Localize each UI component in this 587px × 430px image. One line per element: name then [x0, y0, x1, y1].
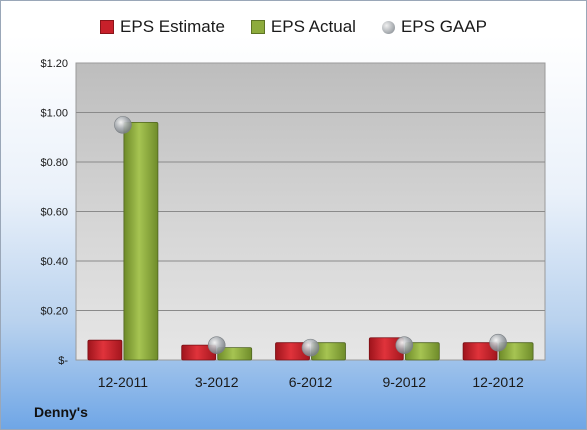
legend-item-actual: EPS Actual: [250, 17, 356, 37]
legend-swatch-estimate: [100, 20, 115, 34]
legend: EPS Estimate EPS Actual EPS GAAP: [1, 17, 586, 37]
gaap-marker: [301, 338, 320, 357]
y-tick-label: $1.00: [40, 108, 68, 120]
y-tick-label: $0.80: [40, 157, 68, 169]
legend-label-estimate: EPS Estimate: [120, 17, 225, 36]
y-tick-label: $1.20: [40, 58, 68, 70]
bar-estimate: [87, 339, 123, 361]
gaap-marker: [207, 336, 226, 354]
legend-swatch-actual: [250, 20, 265, 34]
y-tick-label: $0.60: [40, 207, 68, 219]
x-tick-label: 3-2012: [195, 374, 239, 390]
x-tick-label: 12-2012: [472, 374, 524, 390]
gaap-marker: [114, 116, 132, 134]
x-tick-label: 9-2012: [383, 374, 427, 390]
gaap-marker: [489, 333, 507, 352]
gaap-marker: [395, 336, 414, 354]
y-tick-label: $0.20: [40, 306, 68, 318]
legend-label-gaap: EPS GAAP: [400, 17, 487, 36]
legend-swatch-gaap: [381, 20, 395, 34]
company-name: Denny's: [34, 404, 88, 420]
y-tick-label: $-: [58, 355, 68, 367]
legend-label-actual: EPS Actual: [270, 17, 356, 36]
gaap-markers: [114, 116, 507, 357]
legend-item-gaap: EPS GAAP: [381, 17, 487, 37]
bar-actual: [123, 122, 159, 361]
x-tick-label: 6-2012: [289, 374, 333, 390]
legend-item-estimate: EPS Estimate: [100, 17, 225, 37]
y-axis: $- $0.20 $0.40 $0.60 $0.80 $1.00 $1.20: [40, 58, 68, 367]
y-tick-label: $0.40: [40, 256, 68, 268]
bars: [87, 122, 534, 361]
x-tick-label: 12-2011: [98, 374, 149, 390]
x-axis: 12-2011 3-2012 6-2012 9-2012 12-2012: [98, 374, 524, 390]
